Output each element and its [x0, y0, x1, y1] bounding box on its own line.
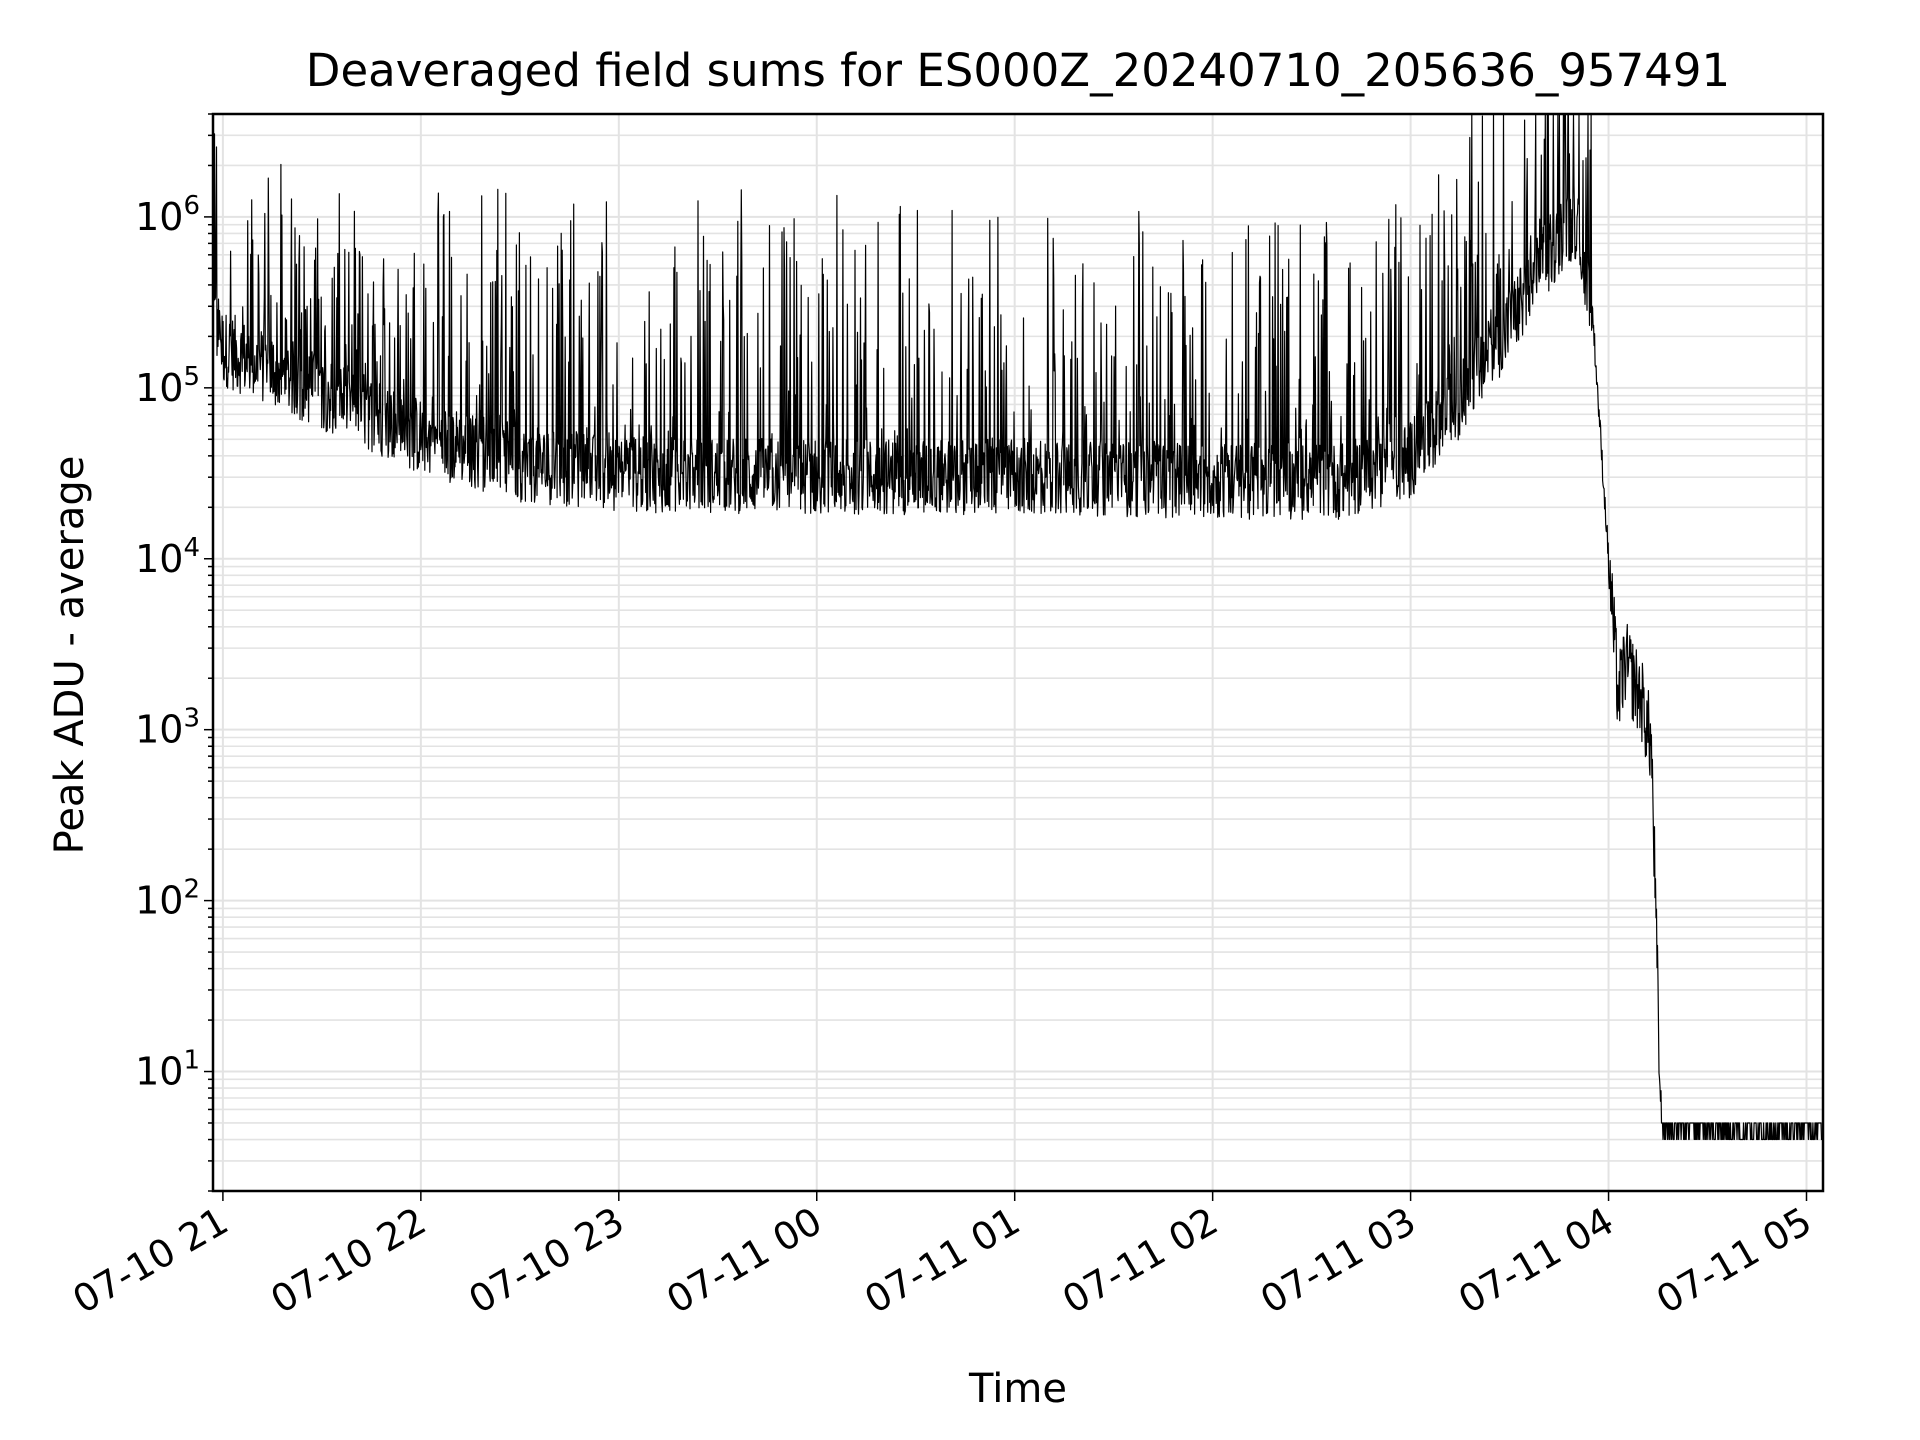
y-tick-label-base: 10 [135, 879, 183, 923]
chart-title: Deaveraged field sums for ES000Z_2024071… [306, 44, 1730, 97]
y-tick-label-exponent: 5 [183, 362, 200, 392]
y-tick-label: 102 [135, 875, 200, 923]
y-tick-label-exponent: 4 [183, 533, 200, 563]
x-tick-label: 07-11 03 [1253, 1199, 1423, 1323]
y-tick-label-base: 10 [135, 195, 183, 239]
x-axis-label: Time [968, 1366, 1067, 1412]
x-tick-label: 07-10 22 [263, 1199, 433, 1323]
x-tick-label: 07-10 21 [65, 1199, 235, 1323]
y-axis-label: Peak ADU - average [47, 456, 93, 855]
y-tick-label-exponent: 1 [183, 1046, 200, 1076]
y-tick-label: 101 [135, 1046, 200, 1094]
y-tick-label-base: 10 [135, 1050, 183, 1094]
x-tick-label: 07-11 01 [857, 1199, 1027, 1323]
y-tick-label: 104 [135, 533, 200, 581]
series-line [212, 113, 1824, 1141]
y-tick-label-exponent: 3 [183, 704, 200, 734]
y-tick-label-base: 10 [135, 708, 183, 752]
y-tick-label: 103 [135, 704, 200, 752]
x-tick-label: 07-10 23 [461, 1199, 631, 1323]
y-tick-label-exponent: 2 [183, 875, 200, 905]
x-tick-label: 07-11 02 [1055, 1199, 1225, 1323]
y-tick-label-base: 10 [135, 537, 183, 581]
plot-frame [211, 112, 1825, 1193]
x-tick-label: 07-11 04 [1451, 1199, 1621, 1323]
ticks [204, 113, 1808, 1201]
series-group [212, 113, 1824, 1141]
y-tick-label-exponent: 6 [183, 191, 200, 221]
grid [213, 113, 1823, 1192]
x-tick-label: 07-11 00 [659, 1199, 829, 1323]
y-tick-label-base: 10 [135, 366, 183, 410]
x-tick-label: 07-11 05 [1649, 1199, 1819, 1323]
y-tick-label: 105 [135, 362, 200, 410]
y-tick-label: 106 [135, 191, 200, 239]
